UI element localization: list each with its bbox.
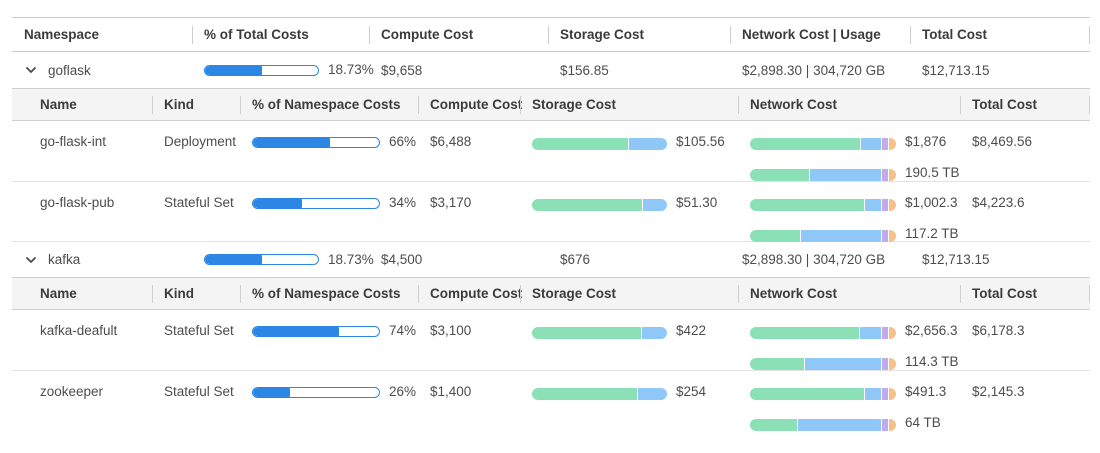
nested-header-row: Name Kind % of Namespace Costs Compute C… — [12, 88, 1090, 121]
nested-header-name: Name — [40, 286, 77, 301]
pct-namespace-costs-value: 26% — [389, 384, 417, 399]
nested-header-compute-cost: Compute Cost — [418, 286, 522, 301]
nested-header-network-cost: Network Cost — [738, 97, 960, 112]
namespace-name: goflask — [48, 62, 91, 78]
pct-namespace-costs-bar — [252, 197, 380, 209]
workload-row-go-flask-pub[interactable]: go-flask-pub Stateful Set 34% $3,170 $51… — [12, 181, 1090, 242]
header-namespace: Namespace — [24, 27, 100, 42]
network-cost-usage-value: $2,898.30 | 304,720 GB — [742, 252, 886, 267]
nested-header-pct-namespace-costs: % of Namespace Costs — [240, 286, 418, 301]
network-cost-usage-value: $2,898.30 | 304,720 GB — [742, 62, 886, 78]
workload-name: go-flask-int — [40, 134, 107, 149]
pct-namespace-costs-value: 34% — [389, 195, 417, 210]
network-cost-value: $1,876 — [905, 134, 947, 149]
network-cost-bar — [750, 387, 896, 400]
storage-cost-bar — [532, 387, 667, 400]
pct-total-costs-value: 18.73% — [328, 251, 374, 267]
network-cost-bar — [750, 198, 896, 211]
nested-header-kind: Kind — [152, 286, 240, 301]
network-usage-bar — [750, 418, 896, 431]
workload-row-kafka-deafult[interactable]: kafka-deafult Stateful Set 74% $3,100 $4… — [12, 310, 1090, 370]
workload-kind: Stateful Set — [164, 323, 234, 338]
network-usage-value: 117.2 TB — [905, 226, 959, 241]
storage-cost-value: $51.30 — [676, 195, 718, 210]
nested-header-row: Name Kind % of Namespace Costs Compute C… — [12, 277, 1090, 310]
storage-cost-value: $156.85 — [560, 62, 609, 78]
network-usage-bar — [750, 357, 896, 370]
storage-cost-value: $676 — [560, 252, 591, 267]
workload-name: kafka-deafult — [40, 323, 118, 338]
nested-header-storage-cost: Storage Cost — [520, 286, 738, 301]
nested-header-kind: Kind — [152, 97, 240, 112]
nested-header-pct-namespace-costs: % of Namespace Costs — [240, 97, 418, 112]
network-cost-bar — [750, 137, 896, 150]
workload-compute-cost: $6,488 — [430, 134, 472, 149]
header-storage-cost: Storage Cost — [548, 27, 730, 42]
workload-row-zookeeper[interactable]: zookeeper Stateful Set 26% $1,400 $254 $… — [12, 370, 1090, 431]
storage-cost-value: $254 — [676, 384, 707, 399]
workload-kind: Deployment — [164, 134, 237, 149]
storage-cost-bar — [532, 198, 667, 211]
header-compute-cost: Compute Cost — [369, 27, 548, 42]
chevron-down-icon[interactable] — [24, 63, 38, 77]
nested-header-compute-cost: Compute Cost — [418, 97, 522, 112]
network-usage-bar — [750, 168, 896, 181]
storage-cost-bar — [532, 326, 667, 339]
nested-header-network-cost: Network Cost — [738, 286, 960, 301]
workload-compute-cost: $3,100 — [430, 323, 472, 338]
header-total-cost: Total Cost — [910, 27, 1090, 42]
compute-cost-value: $9,658 — [381, 62, 423, 78]
workload-total-cost: $4,223.6 — [972, 195, 1025, 210]
workload-kind: Stateful Set — [164, 384, 234, 399]
pct-total-costs-value: 18.73% — [328, 62, 374, 77]
network-usage-value: 190.5 TB — [905, 165, 960, 180]
compute-cost-value: $4,500 — [381, 252, 423, 267]
total-cost-value: $12,713.15 — [922, 252, 990, 267]
nested-header-name: Name — [40, 97, 77, 112]
nested-header-storage-cost: Storage Cost — [520, 97, 738, 112]
namespace-row-kafka[interactable]: kafka 18.73% $4,500 $676 $2,898.30 | 304… — [12, 241, 1090, 277]
network-cost-value: $2,656.3 — [905, 323, 958, 338]
pct-namespace-costs-bar — [252, 136, 380, 148]
nested-header-total-cost: Total Cost — [960, 286, 1090, 301]
workload-total-cost: $8,469.56 — [972, 134, 1033, 149]
namespace-row-goflask[interactable]: goflask 18.73% $9,658 $156.85 $2,898.30 … — [12, 52, 1090, 88]
pct-total-costs-bar — [204, 64, 319, 76]
network-cost-value: $491.3 — [905, 384, 947, 399]
network-usage-bar — [750, 229, 896, 242]
workload-total-cost: $6,178.3 — [972, 323, 1025, 338]
workload-compute-cost: $1,400 — [430, 384, 472, 399]
header-network-cost-usage: Network Cost | Usage — [730, 27, 910, 42]
workload-name: go-flask-pub — [40, 195, 115, 210]
network-usage-value: 64 TB — [905, 415, 941, 430]
total-cost-value: $12,713.15 — [922, 62, 990, 78]
main-header-row: Namespace % of Total Costs Compute Cost … — [12, 18, 1090, 52]
chevron-down-icon[interactable] — [24, 253, 38, 267]
workload-name: zookeeper — [40, 384, 104, 399]
pct-namespace-costs-bar — [252, 386, 380, 398]
network-cost-value: $1,002.3 — [905, 195, 958, 210]
namespace-name: kafka — [48, 252, 81, 267]
pct-namespace-costs-value: 74% — [389, 323, 417, 338]
workload-compute-cost: $3,170 — [430, 195, 472, 210]
pct-namespace-costs-bar — [252, 325, 380, 337]
nested-header-total-cost: Total Cost — [960, 97, 1090, 112]
cost-breakdown-table: Namespace % of Total Costs Compute Cost … — [12, 17, 1090, 431]
storage-cost-value: $422 — [676, 323, 707, 338]
pct-total-costs-bar — [204, 254, 319, 265]
storage-cost-value: $105.56 — [676, 134, 725, 149]
network-usage-value: 114.3 TB — [905, 354, 959, 369]
storage-cost-bar — [532, 137, 667, 150]
workload-row-go-flask-int[interactable]: go-flask-int Deployment 66% $6,488 $105.… — [12, 121, 1090, 181]
workload-total-cost: $2,145.3 — [972, 384, 1025, 399]
network-cost-bar — [750, 326, 896, 339]
pct-namespace-costs-value: 66% — [389, 134, 417, 149]
workload-kind: Stateful Set — [164, 195, 234, 210]
header-pct-total-costs: % of Total Costs — [192, 27, 369, 42]
